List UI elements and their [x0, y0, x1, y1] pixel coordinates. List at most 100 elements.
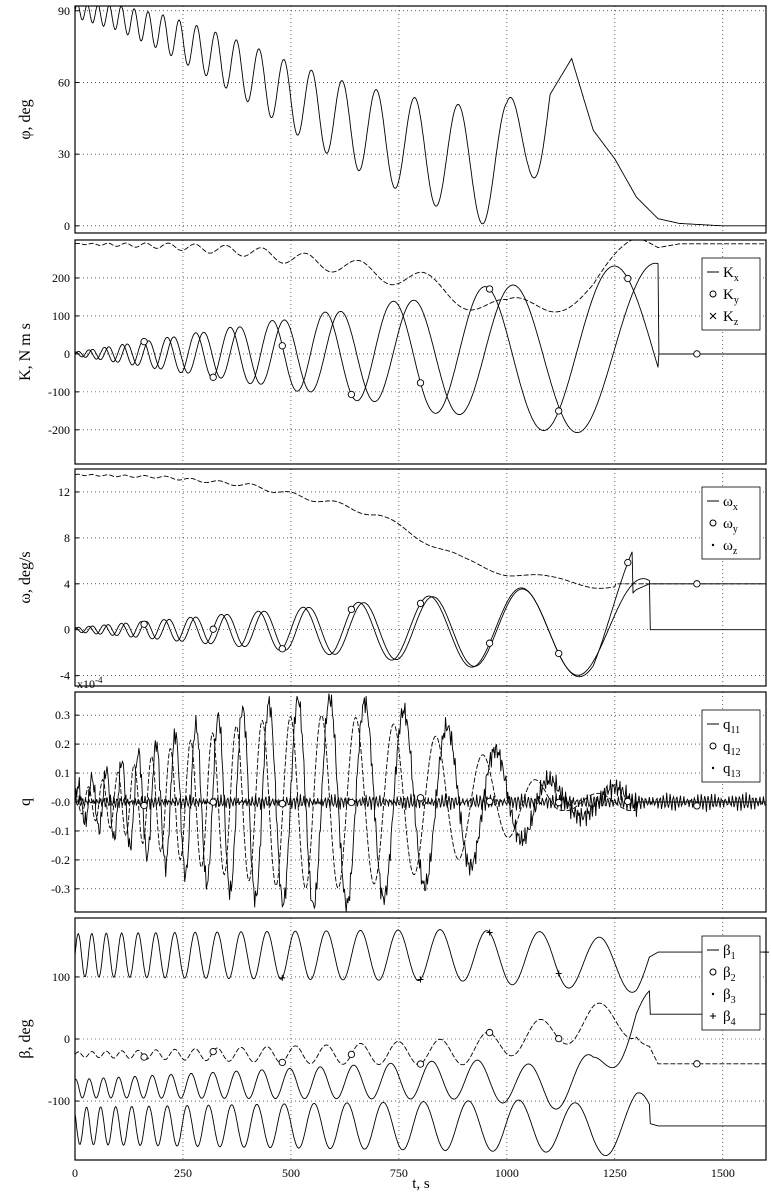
series-marker-circle — [140, 620, 148, 628]
series-marker-circle — [485, 1028, 494, 1037]
series-marker-circle — [416, 379, 425, 387]
plot-frame — [74, 917, 767, 1161]
y-axis-label: q — [17, 798, 34, 806]
plot-frame — [74, 691, 767, 913]
y-tick-label: 90 — [58, 4, 70, 18]
legend-marker-dot — [711, 766, 715, 770]
y-tick-label: -4 — [60, 669, 70, 683]
y-tick-label: 0 — [64, 347, 70, 361]
series-line-1 — [75, 262, 766, 434]
series-line-1 — [75, 6, 766, 227]
series-marker-circle — [485, 797, 494, 806]
x-tick-label: 250 — [174, 1166, 192, 1180]
series-line-3 — [75, 473, 766, 589]
series-marker-circle — [624, 558, 632, 567]
y-axis-label: β, deg — [17, 1019, 34, 1058]
series-marker-plus — [417, 976, 424, 983]
x-tick-label: 750 — [390, 1166, 408, 1180]
legend-marker-cross — [709, 312, 717, 320]
series-marker-circle — [416, 599, 425, 608]
series-marker-circle — [347, 390, 356, 399]
series-marker-circle — [555, 407, 563, 415]
y-tick-label: 0 — [64, 1032, 70, 1046]
series-marker-circle — [140, 801, 148, 810]
y-tick-label: 60 — [58, 75, 70, 89]
series-marker-circle — [278, 342, 286, 350]
series-line-2 — [75, 265, 766, 431]
series-line-3 — [75, 240, 766, 313]
legend-marker-dot — [711, 992, 715, 996]
series-marker-circle — [209, 1047, 217, 1056]
series-line-3 — [75, 714, 766, 890]
series-marker-circle — [416, 1060, 425, 1068]
legend-box — [701, 935, 761, 1031]
series-marker-circle — [555, 1034, 563, 1043]
y-tick-label: -0.2 — [51, 853, 70, 867]
series-marker-plus — [486, 929, 493, 936]
y-tick-label: -200 — [48, 423, 70, 437]
series-line-2 — [75, 1002, 766, 1066]
series-marker-circle — [555, 649, 563, 658]
y-tick-label: -100 — [48, 385, 70, 399]
series-marker-circle — [347, 605, 356, 614]
series-marker-circle — [624, 274, 632, 283]
legend-marker-circle — [709, 519, 717, 527]
series-marker-plus — [279, 974, 286, 981]
y-tick-label: 0 — [64, 623, 70, 637]
series-marker-circle — [140, 338, 148, 346]
x-tick-label: 1250 — [603, 1166, 627, 1180]
plot-frame — [74, 239, 767, 465]
series-marker-circle — [209, 798, 217, 806]
series-marker-circle — [278, 645, 286, 653]
plot-frame — [74, 468, 767, 687]
y-tick-label: -0.0 — [51, 795, 70, 809]
plot-frame — [74, 5, 767, 234]
y-tick-label: 0.3 — [55, 708, 70, 722]
series-marker-circle — [693, 580, 701, 588]
legend-marker-circle — [709, 968, 717, 976]
y-tick-label: 200 — [52, 271, 70, 285]
legend-marker-circle — [709, 290, 717, 298]
legend-marker-dot — [711, 543, 715, 547]
y-exponent-label: x10-4 — [77, 675, 103, 691]
x-tick-label: 1000 — [495, 1166, 519, 1180]
series-line-3 — [75, 990, 766, 1110]
y-axis-label: K, N m s — [17, 323, 34, 381]
series-marker-circle — [278, 1058, 286, 1067]
y-tick-label: -0.3 — [51, 882, 70, 896]
x-tick-label: 500 — [282, 1166, 300, 1180]
series-line-1 — [75, 578, 766, 676]
y-tick-label: 0 — [64, 219, 70, 233]
series-marker-circle — [209, 373, 217, 381]
series-line-1 — [75, 929, 766, 993]
series-line-4 — [75, 1092, 766, 1157]
y-tick-label: 30 — [58, 147, 70, 161]
chart-panel-1: 0 30 60 90 φ, deg — [17, 4, 767, 234]
x-tick-label: 1500 — [711, 1166, 735, 1180]
y-axis-label: ω, deg/s — [17, 551, 34, 603]
y-tick-label: 0.1 — [55, 766, 70, 780]
series-marker-circle — [693, 350, 701, 358]
y-tick-label: -0.1 — [51, 824, 70, 838]
series-marker-circle — [693, 802, 701, 810]
series-marker-circle — [485, 639, 494, 647]
legend-marker-plus — [710, 1013, 716, 1019]
series-marker-circle — [209, 625, 217, 633]
y-tick-label: 8 — [64, 531, 70, 545]
y-tick-label: 12 — [58, 485, 70, 499]
x-axis-label: t, s — [412, 1176, 430, 1192]
series-marker-circle — [485, 285, 494, 293]
y-tick-label: 4 — [64, 577, 70, 591]
legend-marker-circle — [709, 742, 717, 750]
series-marker-circle — [693, 1060, 701, 1068]
series-marker-circle — [555, 798, 563, 807]
y-axis-label: φ, deg — [17, 99, 34, 139]
